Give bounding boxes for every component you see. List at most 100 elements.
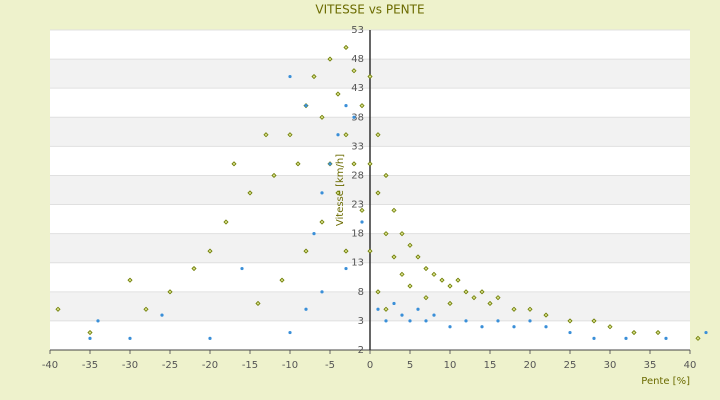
point <box>448 325 452 329</box>
point <box>87 329 93 336</box>
point <box>568 330 572 335</box>
point <box>352 115 356 119</box>
point <box>479 289 485 295</box>
point <box>343 248 349 254</box>
point <box>55 306 61 312</box>
point <box>320 290 324 294</box>
x-tick-label: 25 <box>564 360 577 371</box>
point <box>631 329 637 336</box>
y-tick-label: 8 <box>358 287 364 298</box>
x-tick-label: 40 <box>684 360 697 371</box>
point <box>512 325 516 329</box>
y-tick-label: 13 <box>351 258 364 269</box>
point <box>496 319 500 323</box>
point <box>351 161 357 167</box>
point <box>607 324 613 330</box>
y-tick-label: 3 <box>358 316 364 327</box>
point <box>335 190 341 196</box>
point <box>312 232 316 236</box>
point <box>287 132 293 138</box>
x-tick-label: 20 <box>524 360 537 371</box>
point <box>391 207 397 213</box>
point <box>344 104 348 108</box>
x-tick-label: -15 <box>242 360 258 371</box>
point <box>592 336 596 340</box>
point <box>288 74 292 79</box>
point <box>383 306 389 312</box>
point <box>240 266 244 271</box>
point <box>463 289 469 295</box>
point <box>320 191 324 195</box>
point <box>375 190 381 196</box>
point <box>704 330 708 335</box>
point <box>527 306 533 312</box>
point <box>327 56 333 62</box>
point <box>127 277 133 283</box>
x-tick-label: 0 <box>367 360 373 371</box>
point <box>367 248 373 254</box>
x-tick-label: -5 <box>325 360 335 371</box>
point <box>335 91 341 97</box>
point <box>384 319 388 323</box>
point <box>367 161 373 167</box>
x-tick-label: -35 <box>82 360 98 371</box>
point <box>408 319 412 323</box>
point <box>207 248 213 254</box>
point <box>304 104 308 108</box>
point <box>167 289 173 295</box>
point <box>223 219 229 225</box>
point <box>511 306 517 312</box>
point <box>399 231 405 237</box>
point <box>360 220 364 224</box>
point <box>247 190 253 196</box>
point <box>399 271 405 277</box>
point <box>88 336 92 340</box>
x-tick-label: 5 <box>407 360 413 371</box>
point <box>328 162 332 166</box>
y-tick-label: 18 <box>351 229 364 240</box>
point <box>392 301 396 306</box>
point <box>464 319 468 323</box>
point <box>624 336 628 340</box>
point <box>487 300 493 307</box>
point <box>480 325 484 329</box>
point <box>424 319 428 323</box>
point <box>447 283 453 289</box>
point <box>655 329 661 336</box>
point <box>208 336 212 340</box>
chart-title: VITESSE vs PENTE <box>315 3 424 17</box>
point <box>375 132 381 138</box>
point <box>343 44 349 51</box>
point <box>432 313 436 317</box>
y-tick-label: 53 <box>351 25 364 36</box>
x-tick-label: -30 <box>122 360 138 371</box>
point <box>255 300 261 307</box>
y-tick-label: 28 <box>351 170 364 181</box>
x-tick-label: 35 <box>644 360 657 371</box>
point <box>544 325 548 329</box>
point <box>96 319 100 323</box>
point <box>495 295 501 301</box>
point <box>423 265 429 272</box>
point <box>664 336 668 340</box>
point <box>191 265 197 272</box>
y-tick-label: 23 <box>351 200 364 211</box>
point <box>351 68 357 74</box>
point <box>311 73 317 80</box>
x-tick-label: 10 <box>444 360 457 371</box>
point <box>455 277 461 283</box>
point <box>567 318 573 324</box>
point <box>415 254 421 260</box>
point <box>400 313 404 317</box>
point <box>319 114 325 120</box>
x-tick-label: -40 <box>42 360 58 371</box>
point <box>376 307 380 311</box>
point <box>271 172 277 179</box>
point <box>423 295 429 301</box>
point <box>359 103 365 109</box>
point <box>695 335 701 341</box>
point <box>279 277 285 283</box>
point <box>303 248 309 254</box>
point <box>407 242 413 248</box>
